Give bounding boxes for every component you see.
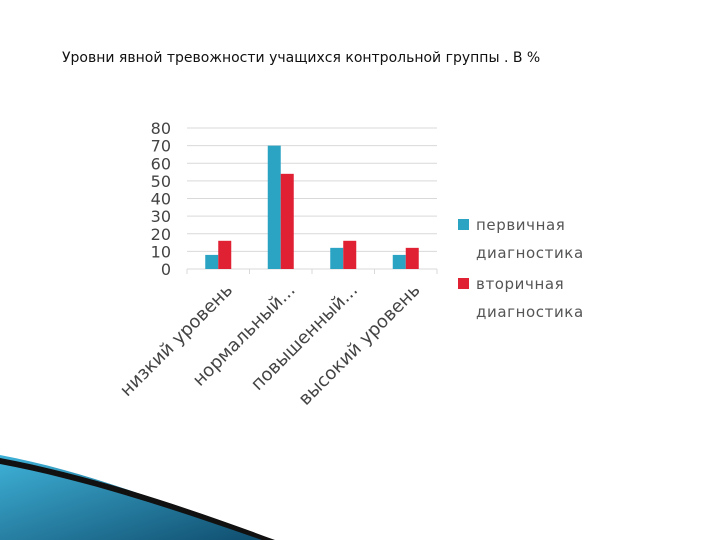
y-tick-label: 70 [151,137,171,156]
y-tick-label: 20 [151,225,171,244]
legend-label: вторичная диагностика [476,275,584,321]
bar-primary-1 [267,145,281,269]
y-tick-label: 40 [151,190,171,209]
bars [205,145,419,269]
y-tick-label: 50 [151,172,171,191]
legend-label: первичная диагностика [476,216,584,262]
y-tick-label: 80 [151,119,171,138]
bar-primary-0 [205,254,219,269]
bar-secondary-0 [218,240,232,269]
legend: первичная диагностика вторичная диагностика [458,216,584,321]
gridlines [186,127,438,274]
legend-swatch [458,219,469,230]
bar-secondary-3 [405,247,419,269]
y-tick-label: 60 [151,154,171,173]
y-tick-label: 0 [161,260,171,279]
y-tick-label: 30 [151,207,171,226]
y-tick-label: 10 [151,242,171,261]
bar-primary-3 [392,254,406,269]
legend-swatch [458,278,469,289]
bar-secondary-1 [280,173,294,269]
page-title: Уровни явной тревожности учащихся контро… [62,50,541,66]
bar-primary-2 [330,247,344,269]
bar-secondary-2 [343,240,357,269]
